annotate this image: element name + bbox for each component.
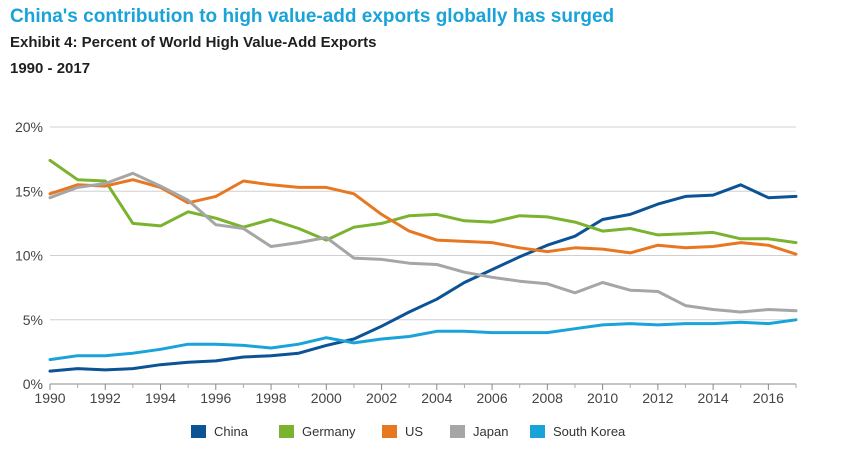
- x-tick-label: 1990: [34, 390, 65, 406]
- legend-swatch-south-korea: [530, 425, 545, 438]
- chart-title: Exhibit 4: Percent of World High Value-A…: [10, 34, 377, 51]
- legend-label-japan: Japan: [473, 424, 508, 439]
- x-tick-label: 2000: [311, 390, 342, 406]
- legend-swatch-china: [191, 425, 206, 438]
- x-tick-label: 2010: [587, 390, 618, 406]
- legend-swatch-us: [382, 425, 397, 438]
- series-line-us: [48, 178, 798, 256]
- legend-label-germany: Germany: [302, 424, 356, 439]
- legend-label-us: US: [405, 424, 423, 439]
- x-tick-label: 1998: [255, 390, 286, 406]
- x-tick-label: 2006: [476, 390, 507, 406]
- gridlines: [50, 126, 796, 385]
- y-tick-label: 0%: [23, 376, 43, 392]
- x-tick-label: 1992: [90, 390, 121, 406]
- legend-label-south-korea: South Korea: [553, 424, 626, 439]
- y-axis-ticks: 0% 5% 10% 15% 20%: [15, 119, 43, 392]
- series-lines: [48, 158, 798, 373]
- x-tick-label: 2016: [753, 390, 784, 406]
- series-line-japan: [48, 171, 798, 314]
- x-axis-ticks: 1990 1992 1994 1996 1998 2000 2002 2004 2006 2008…: [34, 384, 797, 406]
- x-tick-label: 2008: [532, 390, 563, 406]
- y-tick-label: 5%: [23, 312, 43, 328]
- x-tick-label: 1994: [145, 390, 176, 406]
- legend: China Germany US Japan South Korea: [191, 424, 626, 439]
- series-line-china: [48, 183, 798, 373]
- x-tick-label: 2014: [698, 390, 729, 406]
- series-line-germany: [48, 158, 798, 245]
- y-tick-label: 10%: [15, 248, 43, 264]
- x-tick-label: 2004: [421, 390, 452, 406]
- legend-label-china: China: [214, 424, 249, 439]
- x-tick-label: 1996: [200, 390, 231, 406]
- x-tick-label: 2012: [642, 390, 673, 406]
- x-tick-label: 2002: [366, 390, 397, 406]
- chart-headline: China's contribution to high value-add e…: [10, 6, 615, 27]
- series-line-south-korea: [48, 318, 798, 362]
- legend-swatch-germany: [279, 425, 294, 438]
- y-tick-label: 20%: [15, 119, 43, 135]
- y-tick-label: 15%: [15, 183, 43, 199]
- chart-subtitle: 1990 - 2017: [10, 60, 91, 77]
- legend-swatch-japan: [450, 425, 465, 438]
